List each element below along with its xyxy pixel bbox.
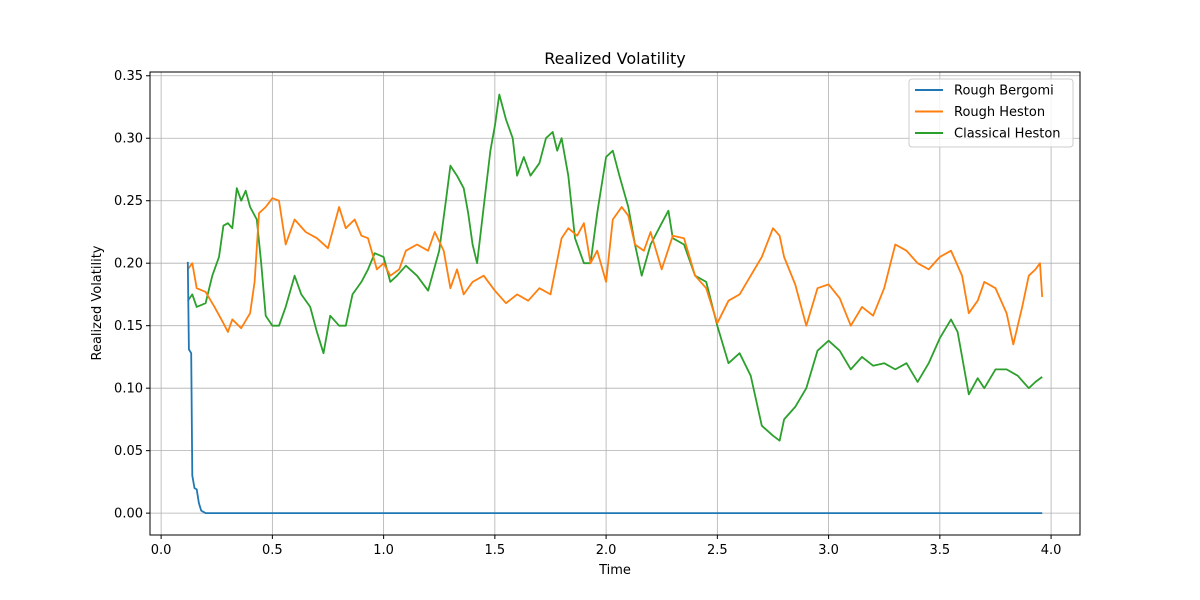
x-tick-label: 1.5: [485, 543, 506, 558]
y-tick-label: 0.20: [114, 257, 143, 272]
y-tick-label: 0.30: [114, 132, 143, 147]
y-tick-label: 0.05: [114, 444, 143, 459]
x-tick-label: 0.5: [262, 543, 283, 558]
x-tick-label: 3.0: [818, 543, 839, 558]
series-line-rough-heston: [187, 197, 1044, 346]
y-tick-label: 0.25: [114, 194, 143, 209]
x-tick-label: 3.5: [929, 543, 950, 558]
x-tick-label: 0.0: [151, 543, 172, 558]
series-line-classical-heston: [187, 93, 1043, 442]
legend: Rough Bergomi Rough Heston Classical Hesto…: [908, 78, 1074, 148]
legend-label-rough-bergomi: Rough Bergomi: [954, 84, 1054, 99]
y-axis-label: Realized Volatility: [90, 245, 105, 360]
chart-title: Realized Volatility: [544, 49, 686, 68]
y-tick-label: 0.10: [114, 382, 143, 397]
y-tick-label: 0.00: [114, 507, 143, 522]
x-tick-label: 2.0: [596, 543, 617, 558]
series-lines: [186, 93, 1044, 514]
x-axis-ticks: 0.0 0.5 1.0 1.5 2.0 2.5 3.0 3.5 4.0: [151, 535, 1062, 558]
legend-label-classical-heston: Classical Heston: [954, 127, 1061, 142]
legend-label-rough-heston: Rough Heston: [954, 105, 1045, 120]
x-axis-label: Time: [598, 563, 631, 578]
y-tick-label: 0.15: [114, 319, 143, 334]
x-tick-label: 2.5: [707, 543, 728, 558]
y-axis-ticks: 0.00 0.05 0.10 0.15 0.20 0.25 0.30 0.35: [114, 69, 150, 522]
y-tick-label: 0.35: [114, 69, 143, 84]
x-tick-label: 1.0: [373, 543, 394, 558]
plot-frame: [149, 71, 1081, 536]
legend-box: [908, 78, 1074, 148]
series-line-rough-bergomi: [186, 261, 1043, 514]
x-tick-label: 4.0: [1041, 543, 1062, 558]
